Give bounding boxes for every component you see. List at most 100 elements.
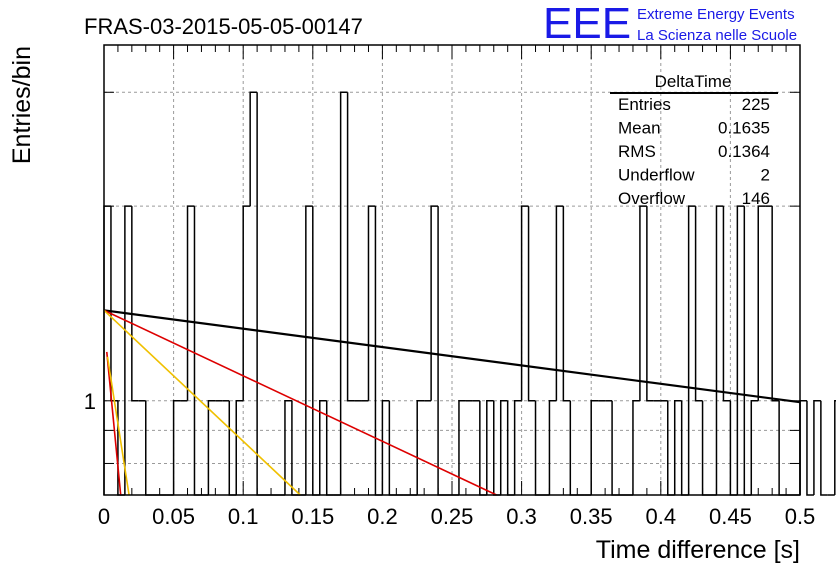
fit-line: [103, 309, 801, 404]
stats-label: Overflow: [618, 189, 686, 208]
x-tick-label: 0.3: [506, 504, 537, 529]
histogram-bin: [639, 205, 647, 401]
histogram-bin: [103, 205, 111, 495]
histogram-bin: [367, 205, 376, 401]
histogram-bin: [680, 400, 689, 496]
histogram-bin: [242, 205, 251, 401]
stats-value: 146: [742, 189, 770, 208]
histogram-bin: [124, 205, 132, 495]
histogram-bin: [284, 400, 292, 495]
histogram-bin: [256, 92, 265, 496]
histogram-bin: [319, 400, 327, 495]
histogram-bin: [673, 400, 682, 495]
stats-value: 225: [742, 95, 770, 114]
histogram-bin: [346, 92, 355, 402]
histogram-bin: [590, 400, 599, 495]
histogram-bin: [235, 400, 244, 495]
logo-line-2: La Scienza nelle Scuole: [637, 27, 797, 44]
histogram-bin: [479, 400, 487, 496]
histogram-bin: [228, 400, 237, 496]
y-tick-label: 1: [84, 389, 96, 414]
histogram-bin: [513, 400, 522, 495]
stats-label: Underflow: [618, 166, 695, 185]
y-tick-labels: 1: [84, 389, 96, 414]
histogram-bin: [632, 400, 640, 495]
histogram-bin: [416, 400, 425, 495]
histogram-bin: [430, 205, 439, 401]
histogram-bin: [806, 400, 814, 496]
y-axis-label: Entries/bin: [8, 46, 36, 164]
x-tick-label: 0.35: [570, 504, 613, 529]
chart-title: FRAS-03-2015-05-05-00147: [84, 14, 363, 39]
fit-line: [105, 351, 122, 496]
histogram-bin: [778, 400, 787, 496]
histogram-bin: [736, 205, 745, 495]
histogram-bin: [750, 400, 759, 495]
stats-rows: Entries 225 Mean 0.1635 RMS 0.1364 Underflow 2 O…: [618, 95, 770, 208]
eee-logo: EEE Extreme Energy Events La Scienza nel…: [543, 0, 797, 48]
histogram-bin: [548, 400, 557, 495]
x-tick-label: 0: [98, 504, 110, 529]
fit-lines: [103, 309, 801, 496]
histogram-bin: [110, 206, 118, 402]
x-tick-labels: 0 0.05 0.1 0.15 0.2 0.25 0.3 0.35 0.4 0.45 0.5: [98, 504, 815, 529]
x-tick-label: 0.2: [367, 504, 398, 529]
histogram-bin: [381, 400, 390, 495]
histogram-bin: [131, 206, 139, 402]
histogram-bin: [172, 400, 181, 495]
histogram-bin: [486, 400, 494, 495]
x-tick-label: 0.45: [709, 504, 752, 529]
histogram-bin: [701, 400, 710, 496]
histogram-bin: [506, 400, 515, 496]
fit-line: [103, 309, 497, 496]
histogram-bin: [312, 206, 320, 496]
histogram-bin: [562, 206, 571, 402]
histogram-bin: [820, 400, 828, 496]
logo-mark: EEE: [543, 0, 631, 48]
histogram-bin: [555, 205, 564, 401]
histogram-bin: [834, 400, 836, 495]
histogram-bin: [145, 400, 153, 496]
histogram-bin: [186, 205, 195, 401]
histogram-bin: [715, 205, 724, 495]
histogram-bin: [757, 205, 766, 401]
fit-line: [103, 309, 301, 496]
histogram-bin: [771, 206, 780, 402]
stats-value: 2: [761, 166, 770, 185]
x-tick-label: 0.5: [785, 504, 816, 529]
stats-title: DeltaTime: [655, 72, 732, 91]
stats-label: Mean: [618, 119, 661, 138]
histogram-bin: [813, 400, 821, 495]
histogram-bin: [799, 400, 807, 495]
stats-label: RMS: [618, 142, 656, 161]
histogram-bin: [687, 205, 696, 495]
histogram-bin: [667, 400, 675, 496]
histogram-bin: [305, 205, 313, 495]
histogram-bin: [743, 206, 752, 496]
histogram-bin: [458, 400, 466, 495]
histogram-bin: [193, 206, 202, 496]
stats-value: 0.1635: [718, 119, 770, 138]
histogram-bin: [534, 400, 543, 496]
logo-line-1: Extreme Energy Events: [637, 6, 795, 23]
histogram-bin: [499, 400, 508, 495]
x-tick-label: 0.05: [152, 504, 195, 529]
histogram-bin: [374, 206, 383, 496]
histogram-bin: [493, 400, 501, 496]
histogram-bin: [569, 400, 578, 496]
histogram-bin: [520, 205, 529, 401]
x-axis-label: Time difference [s]: [596, 536, 800, 564]
histogram-bin: [611, 400, 620, 496]
x-tick-label: 0.4: [646, 504, 677, 529]
histogram-bin: [646, 206, 654, 402]
stats-label: Entries: [618, 95, 671, 114]
histogram-bin: [207, 400, 216, 495]
fit-line: [106, 356, 130, 496]
histogram-bin: [339, 91, 348, 495]
x-tick-label: 0.1: [228, 504, 259, 529]
histogram-bin: [437, 206, 446, 496]
x-tick-label: 0.15: [291, 504, 334, 529]
histogram-bin: [694, 206, 703, 402]
histogram-bin: [729, 400, 738, 496]
